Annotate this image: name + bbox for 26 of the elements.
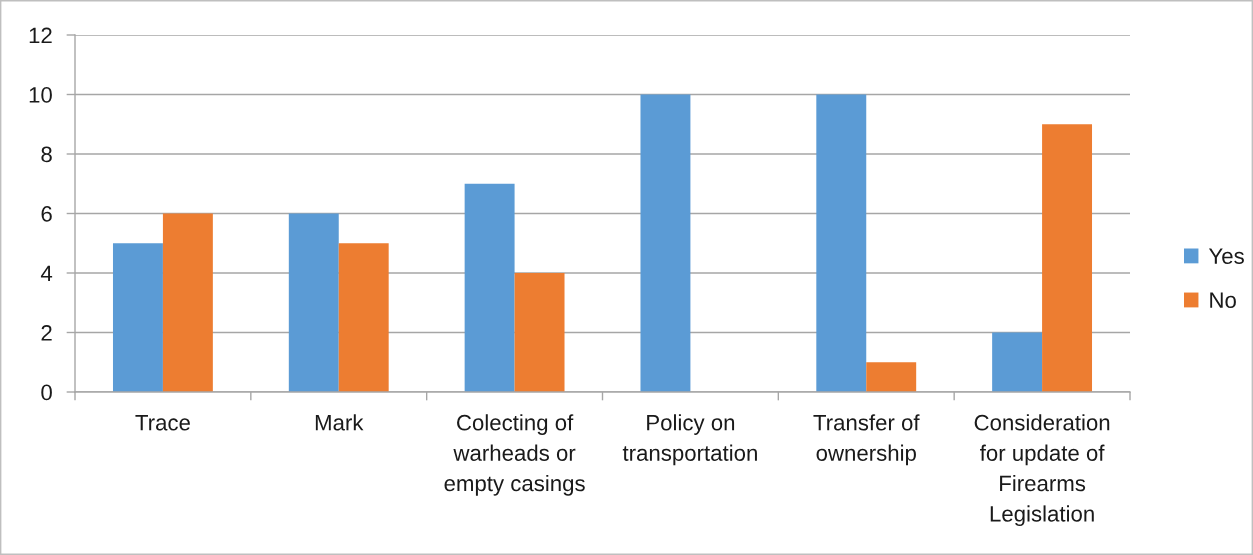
x-tick-label: Mark [315, 414, 364, 431]
bar [514, 273, 565, 392]
y-tick-label: 8 [41, 146, 52, 163]
x-tick-label: Consideration for update of Firearms Legislation [974, 414, 1110, 527]
y-tick-label: 10 [29, 87, 52, 103]
bar [992, 332, 1043, 392]
y-tick-label: 0 [41, 384, 52, 401]
bar [816, 94, 867, 392]
y-tick-label: 6 [41, 206, 52, 222]
y-tick-label: 4 [40, 265, 53, 282]
bar [866, 362, 917, 392]
bar [162, 213, 213, 392]
y-tick-label: 2 [41, 325, 52, 341]
x-tick-label: Trace [135, 415, 190, 431]
x-tick-label: Colecting of warheads or empty casings [444, 414, 585, 496]
bar [464, 183, 515, 392]
x-tick-label: Transfer of ownership [813, 414, 920, 466]
bar [112, 243, 163, 392]
bar [288, 213, 339, 392]
x-tick-label: Policy on transportation [622, 414, 757, 466]
bar [640, 94, 691, 392]
bar [1042, 124, 1093, 392]
legend-label: No [1210, 292, 1236, 308]
y-tick-label: 12 [29, 27, 52, 44]
legend-label: Yes [1208, 248, 1244, 264]
bar [338, 243, 389, 392]
